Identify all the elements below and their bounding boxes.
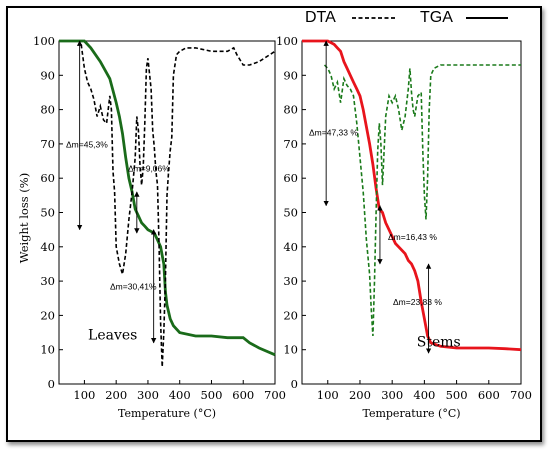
stems-sample-label: Stems bbox=[417, 334, 461, 350]
figure-frame bbox=[6, 6, 542, 442]
legend-dta-label: DTA bbox=[305, 9, 336, 26]
leaves-y-tick-label: 30 bbox=[40, 274, 55, 288]
stems-y-tick-label: 60 bbox=[283, 171, 298, 185]
leaves-y-tick-label: 100 bbox=[33, 34, 55, 48]
leaves-tga-line bbox=[59, 39, 276, 357]
stems-dta-line bbox=[323, 64, 521, 337]
leaves-x-tick-label: 700 bbox=[264, 388, 286, 402]
stems-y-tick-label: 30 bbox=[283, 274, 298, 288]
leaves-sample-label: Leaves bbox=[88, 327, 137, 343]
stems-x-tick-label: 700 bbox=[510, 388, 532, 402]
stems-annotation-1: Δm=47,33 % bbox=[309, 127, 358, 137]
stems-y-tick-label: 20 bbox=[283, 308, 298, 322]
leaves-x-axis-title: Temperature (°C) bbox=[118, 407, 216, 420]
leaves-y-tick-label: 80 bbox=[40, 103, 55, 117]
leaves-annotation-2: Δm=9,06% bbox=[128, 163, 170, 173]
legend-tga-label: TGA bbox=[420, 9, 453, 26]
legend: DTA TGA bbox=[305, 9, 508, 26]
y-axis-title: Weight loss (%) bbox=[17, 173, 31, 263]
stems-y-tick-label: 40 bbox=[283, 240, 298, 254]
leaves-x-tick-label: 500 bbox=[200, 388, 222, 402]
stems-x-tick-label: 300 bbox=[381, 388, 403, 402]
leaves-y-tick-label: 60 bbox=[40, 171, 55, 185]
stems-annotation-2: Δm=16,43 % bbox=[388, 232, 437, 242]
leaves-y-tick-label: 0 bbox=[48, 377, 55, 391]
stems-arrows bbox=[323, 40, 432, 354]
stems-x-tick-label: 500 bbox=[446, 388, 468, 402]
stems-ticks: 100 200 300 400 500 600 700 0 10 20 30 40 50 60 70 80 90… bbox=[276, 34, 532, 402]
stems-y-tick-label: 50 bbox=[283, 206, 298, 220]
leaves-y-tick-label: 90 bbox=[40, 68, 55, 82]
leaves-x-tick-label: 600 bbox=[232, 388, 254, 402]
leaves-dta-line bbox=[80, 44, 276, 367]
leaves-arrows bbox=[76, 40, 157, 344]
stems-panel: 100 200 300 400 500 600 700 0 10 20 30 40 50 60 70 80 90… bbox=[276, 34, 532, 420]
stems-x-tick-label: 600 bbox=[478, 388, 500, 402]
leaves-x-tick-label: 100 bbox=[73, 388, 95, 402]
stems-x-tick-label: 200 bbox=[349, 388, 371, 402]
stems-y-tick-label: 10 bbox=[283, 343, 298, 357]
stems-y-tick-label: 70 bbox=[283, 137, 298, 151]
leaves-y-tick-label: 70 bbox=[40, 137, 55, 151]
stems-y-tick-label: 80 bbox=[283, 103, 298, 117]
leaves-y-tick-label: 20 bbox=[40, 308, 55, 322]
leaves-annotation-3: Δm=30,41% bbox=[110, 282, 157, 292]
leaves-x-tick-label: 300 bbox=[137, 388, 159, 402]
leaves-annotation-1: Δm=45,3% bbox=[66, 139, 108, 149]
stems-annotation-3: Δm=23,83 % bbox=[393, 297, 442, 307]
leaves-panel: 100 200 300 400 500 600 700 0 10 20 30 40 50 60 70 80 90… bbox=[33, 34, 286, 420]
leaves-x-tick-label: 200 bbox=[105, 388, 127, 402]
stems-y-tick-label: 90 bbox=[283, 68, 298, 82]
leaves-ticks: 100 200 300 400 500 600 700 0 10 20 30 40 50 60 70 80 90… bbox=[33, 34, 286, 402]
leaves-y-tick-label: 50 bbox=[40, 206, 55, 220]
stems-y-tick-label: 100 bbox=[276, 34, 298, 48]
leaves-y-tick-label: 10 bbox=[40, 343, 55, 357]
stems-x-tick-label: 400 bbox=[413, 388, 435, 402]
leaves-y-tick-label: 40 bbox=[40, 240, 55, 254]
stems-x-tick-label: 100 bbox=[317, 388, 339, 402]
stems-y-tick-label: 0 bbox=[291, 377, 298, 391]
stems-x-axis-title: Temperature (°C) bbox=[362, 407, 460, 420]
leaves-x-tick-label: 400 bbox=[169, 388, 191, 402]
